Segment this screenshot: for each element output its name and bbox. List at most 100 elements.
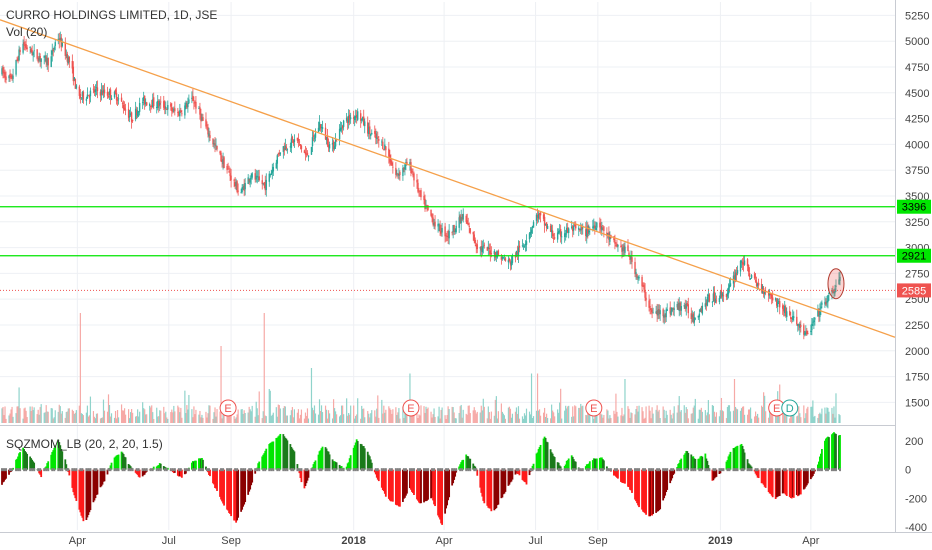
price-tick-label: 4000 — [905, 139, 929, 151]
squeeze-dot — [714, 468, 717, 472]
momentum-bar — [216, 469, 218, 491]
momentum-bar — [489, 469, 492, 509]
candle-body — [451, 232, 453, 234]
volume-bar — [707, 400, 709, 423]
candle-body — [430, 209, 432, 216]
momentum-bar — [826, 437, 828, 470]
volume-bar — [4, 406, 6, 423]
candle-body — [774, 298, 777, 301]
candle-body — [516, 252, 519, 255]
dividend-marker[interactable]: D — [781, 399, 799, 417]
momentum-bar — [155, 466, 158, 470]
candle-body — [371, 132, 373, 135]
volume-bar — [297, 409, 300, 423]
momentum-bar — [479, 469, 482, 488]
squeeze-dot — [99, 468, 102, 472]
momentum-bar — [369, 459, 372, 470]
volume-bar — [800, 417, 802, 423]
volume-bar — [446, 415, 448, 423]
squeeze-dot — [23, 468, 26, 472]
momentum-bar — [705, 458, 708, 470]
squeeze-dot — [135, 468, 138, 472]
candle-body — [29, 46, 31, 48]
candle-body — [531, 225, 534, 229]
candle-body — [60, 37, 62, 48]
earnings-marker[interactable]: E — [219, 399, 237, 417]
candle-body — [143, 95, 146, 105]
volume-bar — [395, 407, 397, 423]
volume-bar — [433, 408, 435, 423]
momentum-bar — [588, 461, 591, 470]
candle-body — [5, 76, 7, 80]
squeeze-dot — [51, 468, 54, 472]
candle-body — [39, 56, 41, 61]
squeeze-dot — [212, 468, 215, 472]
volume-bar — [838, 413, 840, 423]
squeeze-dot — [15, 468, 18, 472]
earnings-marker[interactable]: E — [585, 399, 603, 417]
earnings-marker[interactable]: E — [402, 399, 420, 417]
candle-body — [235, 181, 237, 187]
earnings-marker[interactable]: E — [768, 399, 786, 417]
squeeze-dot — [764, 468, 767, 472]
candle-body — [581, 226, 583, 230]
candle-body — [670, 310, 672, 315]
volume-bar — [518, 418, 521, 423]
trendline[interactable] — [0, 19, 896, 338]
candle-body — [276, 155, 279, 164]
candle-body — [44, 55, 46, 57]
momentum-bar — [166, 467, 169, 470]
candle-body — [122, 104, 125, 110]
candle-body — [192, 95, 194, 101]
candle-body — [699, 309, 702, 312]
candle-body — [580, 228, 582, 231]
candle-body — [135, 110, 138, 115]
candle-body — [15, 60, 17, 75]
volume-bar — [623, 414, 625, 423]
momentum-bar — [73, 469, 76, 496]
momentum-bar — [754, 469, 757, 474]
momentum-bar — [510, 469, 513, 482]
candle-body — [4, 72, 6, 78]
price-tag-label: 3396 — [902, 202, 926, 214]
momentum-bar — [254, 469, 257, 474]
candle-body — [269, 174, 271, 176]
squeeze-dot — [816, 468, 819, 472]
momentum-tick-label: 0 — [905, 465, 911, 477]
squeeze-dot — [73, 468, 76, 472]
candle-body — [501, 256, 504, 259]
squeeze-dot — [67, 468, 70, 472]
momentum-bar — [341, 468, 344, 470]
time-tick-label: Sep — [221, 535, 241, 547]
squeeze-dot — [226, 468, 229, 472]
squeeze-dot — [234, 468, 237, 472]
candle-body — [220, 152, 222, 162]
squeeze-dot — [214, 468, 217, 472]
candle-body — [85, 98, 88, 101]
indicator-legend[interactable]: SQZMOM_LB (20, 2, 20, 1.5) — [6, 437, 163, 451]
volume-bar — [96, 413, 99, 423]
candle-body — [564, 233, 567, 235]
volume-bar — [557, 409, 559, 423]
candle-body — [51, 50, 53, 55]
volume-bar — [9, 413, 11, 423]
volume-bar — [482, 398, 484, 423]
candle-body — [296, 137, 299, 141]
candle-body — [603, 226, 605, 231]
candle-body — [229, 173, 231, 177]
squeeze-dot — [652, 468, 655, 472]
candle-body — [23, 42, 25, 46]
volume-bar — [157, 416, 159, 423]
squeeze-dot — [423, 468, 426, 472]
highlight-ellipse[interactable] — [827, 268, 845, 300]
volume-bar — [607, 410, 609, 423]
momentum-bar — [193, 461, 195, 470]
squeeze-dot — [481, 468, 484, 472]
price-axis[interactable]: 1500175020002250250027503000325035003750… — [69, 0, 932, 547]
candle-body — [568, 228, 570, 233]
candle-body — [268, 173, 270, 182]
volume-bar — [374, 410, 376, 423]
volume-bar — [514, 411, 517, 423]
candle-body — [596, 222, 598, 228]
